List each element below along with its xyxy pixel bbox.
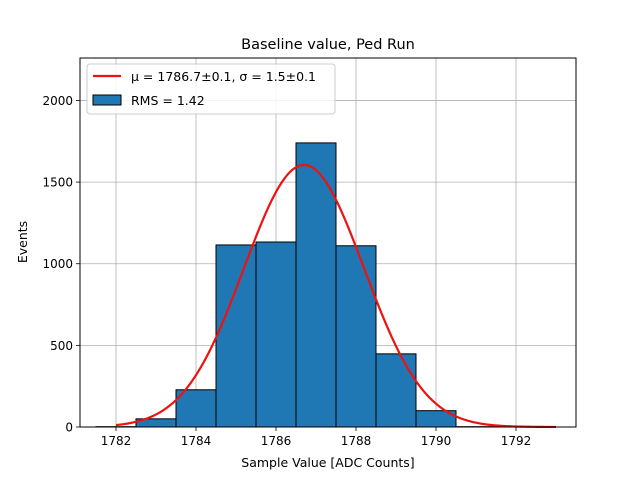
y-tick-label: 2000	[42, 94, 73, 108]
y-tick-label: 1000	[42, 257, 73, 271]
x-tick-label: 1786	[261, 434, 292, 448]
histogram-bar	[335, 245, 377, 428]
legend-box	[86, 63, 336, 115]
y-tick-label: 500	[50, 339, 73, 353]
x-axis-ticks: 1782 1784 1786 1788 1790 1792	[101, 427, 532, 448]
legend: μ = 1786.7±0.1, σ = 1.5±0.1 RMS = 1.42	[86, 63, 336, 115]
y-tick-label: 1500	[42, 176, 73, 190]
histogram-bar	[295, 142, 337, 428]
x-tick-label: 1784	[181, 434, 212, 448]
y-axis-ticks: 0 500 1000 1500 2000	[42, 94, 80, 435]
x-tick-label: 1792	[501, 434, 532, 448]
legend-rms-label: RMS = 1.42	[131, 93, 205, 108]
histogram-bar	[375, 353, 417, 428]
x-axis-label: Sample Value [ADC Counts]	[241, 455, 414, 470]
x-tick-label: 1788	[341, 434, 372, 448]
x-tick-label: 1790	[421, 434, 452, 448]
chart-title: Baseline value, Ped Run	[241, 37, 415, 53]
y-tick-label: 0	[65, 421, 73, 435]
histogram-bar	[255, 241, 297, 428]
gaussian-fit-curve	[115, 163, 557, 429]
legend-fit-label: μ = 1786.7±0.1, σ = 1.5±0.1	[131, 69, 316, 84]
legend-histogram-patch-icon	[92, 94, 122, 106]
histogram-bar	[175, 389, 217, 428]
y-axis-label: Events	[15, 221, 30, 263]
plot-frame	[79, 57, 577, 428]
x-tick-label: 1782	[101, 434, 132, 448]
histogram-bar	[215, 244, 257, 428]
